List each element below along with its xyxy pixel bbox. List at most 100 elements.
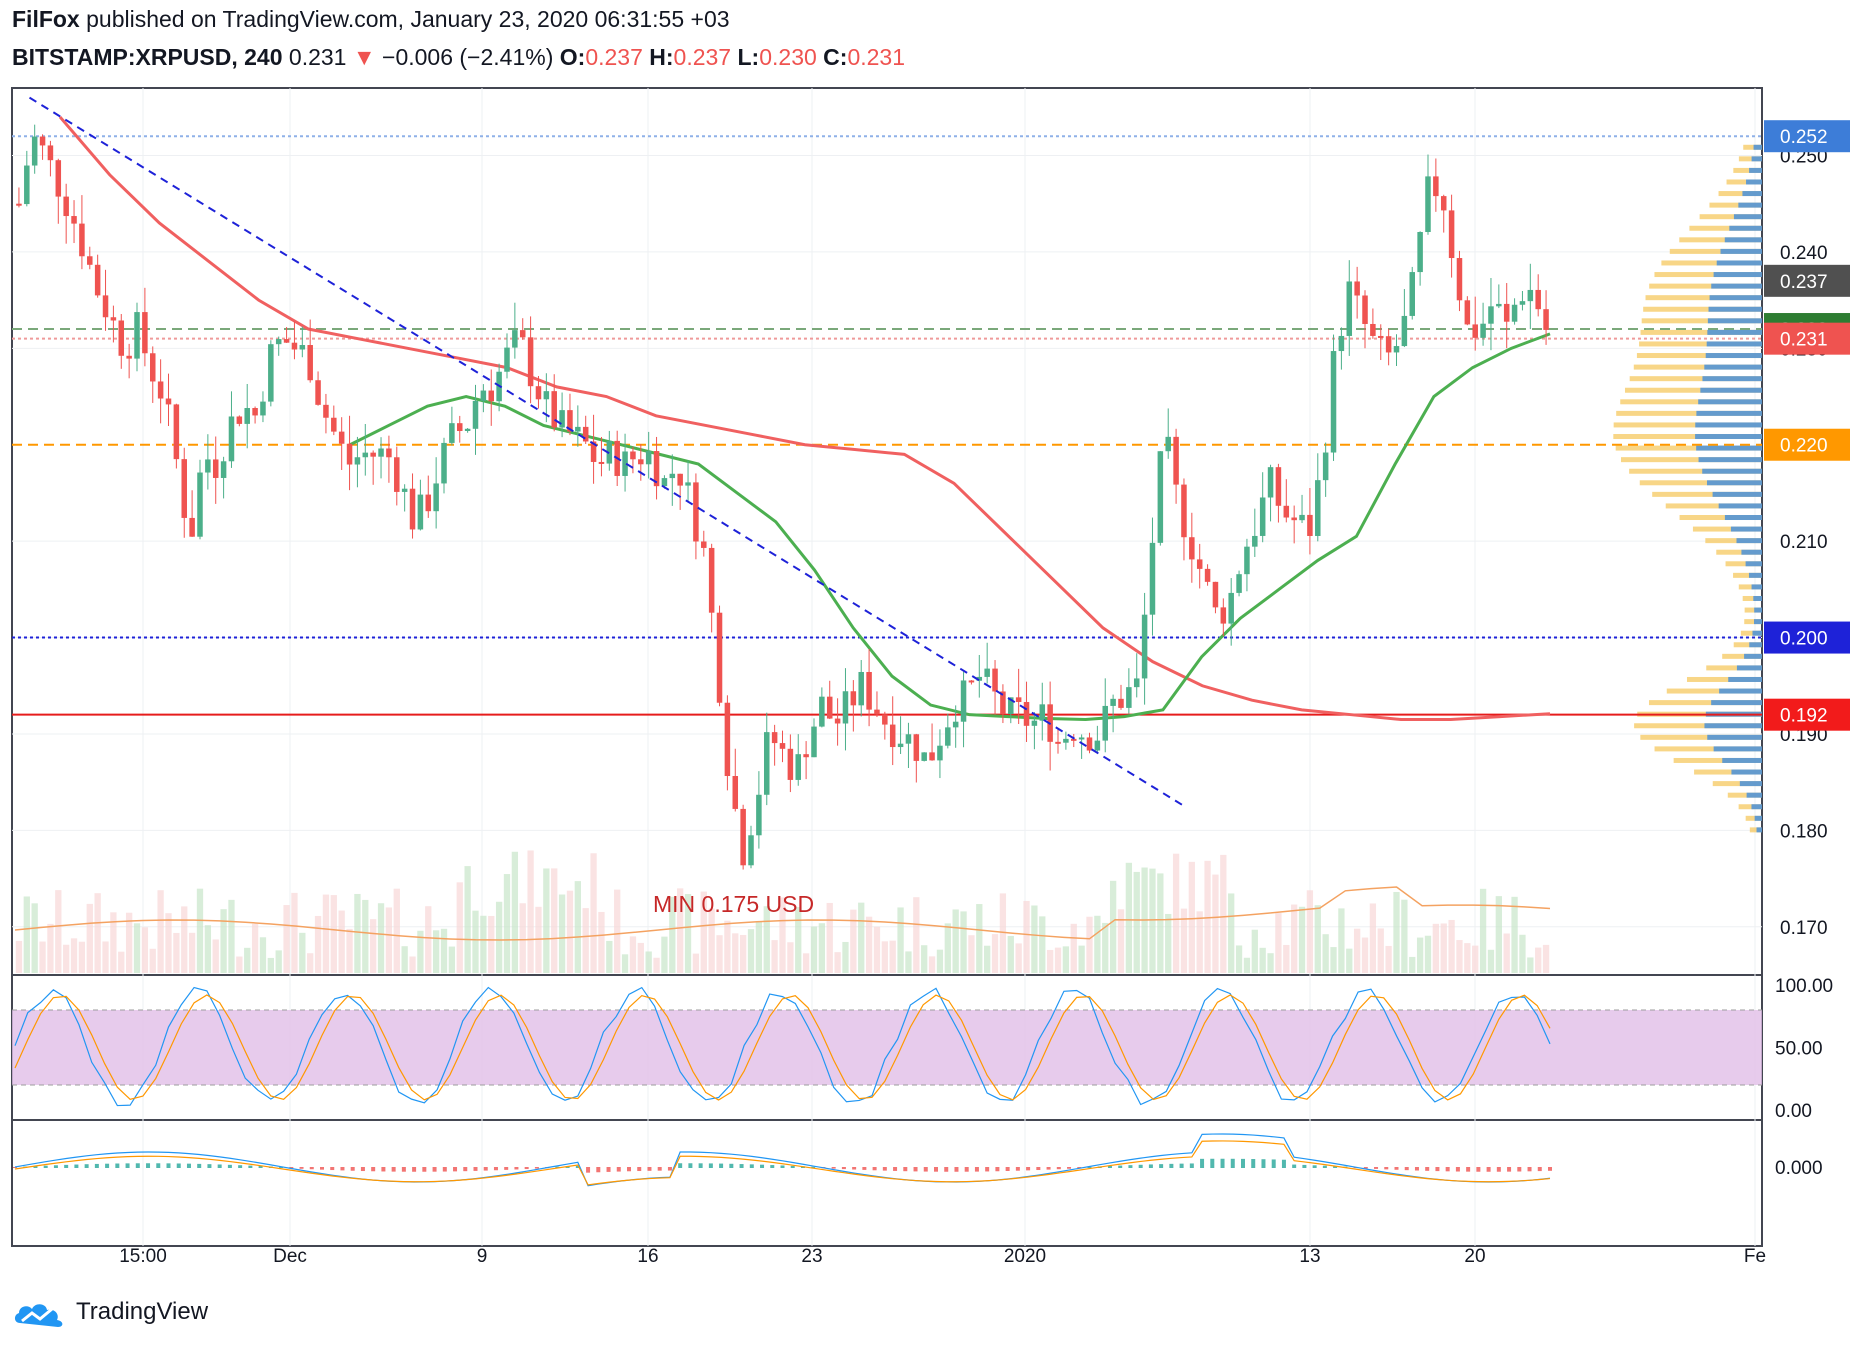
candle-body [708, 547, 715, 613]
volume-bar [1259, 947, 1266, 973]
candle-body [1189, 537, 1195, 560]
volume-bar [307, 953, 314, 973]
macd-hist-bar [688, 1163, 693, 1168]
volume-bar [149, 948, 156, 973]
volume-bar [614, 889, 621, 973]
candle-body [1315, 480, 1321, 536]
candle-body [472, 400, 479, 429]
macd-hist-bar [289, 1167, 294, 1169]
candle-body [299, 345, 306, 350]
profile-bar-buy [1745, 561, 1762, 567]
macd-hist-bar [1374, 1167, 1379, 1169]
macd-hist-bar [248, 1165, 253, 1168]
candle-body [512, 330, 518, 348]
candle-body [1102, 705, 1108, 741]
macd-hist-bar [1005, 1167, 1010, 1171]
symbol-label[interactable]: BITSTAMP:XRPUSD, 240 [12, 44, 283, 70]
volume-bar [1424, 935, 1432, 973]
rsi-band [12, 1010, 1762, 1085]
macd-hist-bar [575, 1165, 580, 1168]
candle-body [315, 380, 321, 405]
volume-bar [86, 903, 93, 973]
tradingview-cloud-icon [14, 1304, 63, 1327]
profile-bar-buy [1739, 781, 1762, 787]
volume-bar [637, 942, 644, 973]
volume-bar [645, 951, 652, 973]
profile-bar-buy [1702, 376, 1762, 382]
volume-bar [669, 896, 676, 973]
candle-body [590, 441, 597, 462]
price-tag-label: 0.237 [1780, 272, 1828, 293]
candle-body [1417, 232, 1423, 273]
candle-body [244, 408, 250, 424]
volume-bar [118, 951, 125, 973]
macd-hist-bar [1087, 1166, 1092, 1168]
macd-hist-bar [749, 1164, 754, 1168]
profile-bar-buy [1729, 225, 1762, 231]
candle-body [850, 691, 857, 706]
candle-body [1008, 697, 1014, 715]
macd-hist-bar [453, 1167, 458, 1172]
candle-body [874, 709, 880, 715]
profile-bar-sell [1744, 607, 1762, 613]
profile-bar-sell [1745, 815, 1762, 821]
candle-body [748, 835, 754, 866]
candle-body [1401, 315, 1408, 347]
candle-body [1409, 272, 1415, 316]
candle-body [291, 342, 298, 350]
profile-bar-buy [1707, 329, 1762, 335]
profile-bar-sell [1634, 723, 1762, 729]
volume-bar [936, 949, 944, 973]
author-name[interactable]: FilFox [12, 6, 80, 32]
candle-body [779, 743, 786, 749]
volume-bar [1330, 947, 1337, 973]
volume-bar [1291, 904, 1298, 973]
macd-hist-bar [1026, 1167, 1031, 1171]
time-tick: 9 [477, 1246, 488, 1267]
candle-body [1141, 614, 1148, 679]
volume-bar [1212, 874, 1219, 973]
macd-hist-bar [401, 1167, 406, 1172]
macd-hist-bar [74, 1164, 79, 1168]
candle-body [756, 794, 762, 836]
candle-body [205, 459, 211, 473]
volume-bar [275, 950, 282, 973]
macd-hist-bar [698, 1163, 703, 1168]
macd-panel [13, 1133, 1552, 1187]
volume-bar [574, 881, 581, 973]
profile-bar-sell [1648, 700, 1762, 706]
macd-hist-bar [1179, 1163, 1184, 1168]
macd-hist-bar [1128, 1165, 1133, 1168]
volume-bar [629, 936, 637, 973]
macd-hist-bar [974, 1167, 979, 1172]
candle-body [252, 408, 258, 416]
profile-bar-sell [1726, 179, 1762, 185]
macd-hist-bar [637, 1167, 642, 1172]
macd-line [14, 1133, 1551, 1187]
volume-bar [1015, 943, 1022, 973]
profile-bar-sell [1679, 515, 1762, 521]
price-tag-label: 0.220 [1780, 436, 1828, 457]
profile-bar-buy [1751, 156, 1762, 162]
profile-bar-buy [1754, 607, 1762, 613]
trendline[interactable] [28, 96, 1186, 808]
volume-bar [464, 866, 471, 973]
tradingview-footer[interactable]: TradingView [12, 1297, 208, 1327]
time-tick: 2020 [1004, 1246, 1046, 1267]
candle-body [976, 676, 983, 681]
candle-body [464, 428, 471, 432]
volume-bar [755, 921, 763, 973]
candle-body [575, 426, 581, 432]
candle-body [433, 483, 439, 512]
macd-hist-bar [1312, 1165, 1317, 1168]
candle-body [913, 734, 920, 761]
volume-bar [858, 902, 865, 973]
downtrend-line[interactable] [28, 96, 1186, 808]
candle-body [701, 541, 707, 548]
candle-body [1393, 346, 1400, 353]
macd-hist-bar [309, 1167, 314, 1170]
profile-bar-sell [1689, 225, 1762, 231]
candle-body [819, 696, 825, 727]
candle-body [260, 401, 266, 416]
